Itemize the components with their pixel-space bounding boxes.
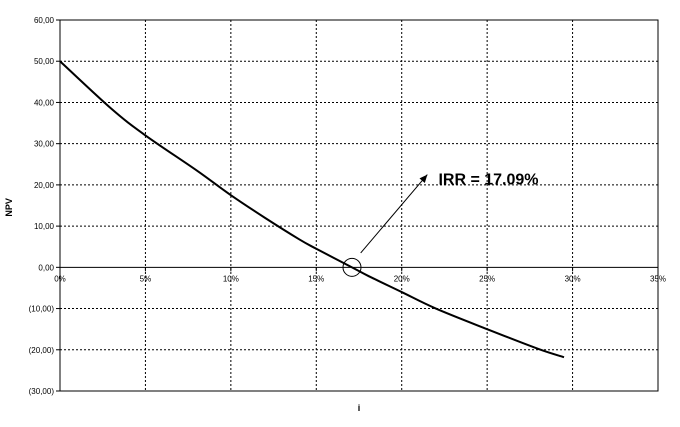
x-tick-label: 25% xyxy=(479,274,495,283)
y-tick-label: 10,00 xyxy=(34,222,55,231)
irr-annotation: IRR = 17.09% xyxy=(438,172,538,189)
x-tick-label: 15% xyxy=(308,274,324,283)
x-tick-label: 5% xyxy=(140,274,152,283)
y-tick-label: 60,00 xyxy=(34,16,55,25)
x-axis-label: i xyxy=(358,403,361,413)
x-tick-label: 0% xyxy=(54,274,66,283)
y-tick-label: 40,00 xyxy=(34,98,55,107)
y-tick-label: 20,00 xyxy=(34,181,55,190)
y-tick-label: 30,00 xyxy=(34,140,55,149)
y-tick-label: 0,00 xyxy=(38,263,54,272)
y-tick-label: (20,00) xyxy=(29,346,55,355)
y-tick-label: (10,00) xyxy=(29,305,55,314)
y-tick-label: 50,00 xyxy=(34,57,55,66)
y-tick-label: (30,00) xyxy=(29,387,55,396)
x-tick-label: 30% xyxy=(565,274,581,283)
x-tick-labels: 0% 5% 10% 15% 20% 25% 30% 35% xyxy=(54,274,666,283)
x-tick-label: 20% xyxy=(394,274,410,283)
irr-marker-circle xyxy=(342,257,362,277)
annotation-arrow xyxy=(360,174,428,254)
y-tick-labels: 60,00 50,00 40,00 30,00 20,00 10,00 0,00 (10,00… xyxy=(29,16,55,396)
x-tick-label: 10% xyxy=(223,274,239,283)
npv-series-line xyxy=(59,60,565,359)
annotation-arrowhead xyxy=(419,174,428,183)
y-axis-label: NPV xyxy=(4,198,14,217)
x-tick-label: 35% xyxy=(650,274,666,283)
gridlines xyxy=(56,19,659,392)
plot-area xyxy=(59,19,659,392)
